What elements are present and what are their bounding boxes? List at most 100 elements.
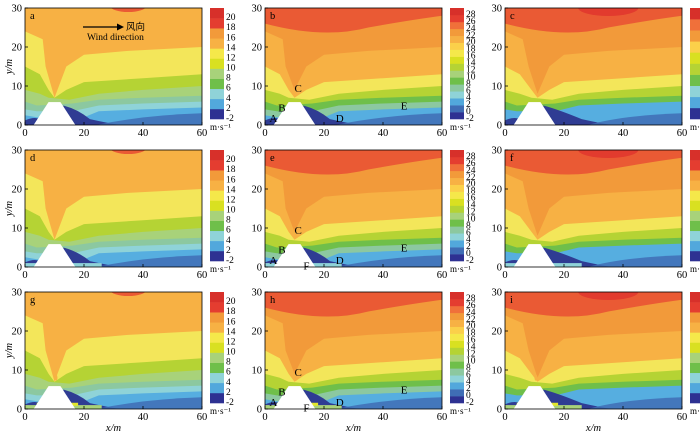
colorbar-tick-label: 0 [466, 391, 471, 401]
colorbar-tick-label: 28 [466, 10, 476, 20]
colorbar-swatch [450, 84, 464, 92]
wake-region [335, 255, 442, 267]
x-tick-label: 40 [138, 412, 149, 423]
colorbar-tick-label: 20 [466, 322, 476, 332]
colorbar-tick-label: 14 [466, 343, 476, 353]
obstacle [273, 386, 316, 409]
x-tick-label: 0 [502, 270, 507, 281]
colorbar-swatch [690, 240, 700, 252]
colorbar-swatch [450, 292, 464, 300]
wake-region [303, 105, 360, 125]
y-tick-label: 10 [492, 224, 503, 235]
y-tick-label: 20 [252, 327, 263, 338]
contour-field [25, 150, 202, 267]
panel-label: b [270, 11, 275, 22]
colorbar-swatch [450, 354, 464, 362]
colorbar-swatch [690, 160, 700, 171]
colorbar-tick-label: 10 [466, 72, 476, 82]
colorbar-swatch [450, 247, 464, 255]
colorbar-tick-label: -2 [226, 398, 234, 408]
panel-a: 0 20 40 600102030y/ma-22468101214161820m·s⁻… [4, 4, 236, 140]
y-tick-label: 20 [492, 327, 503, 338]
contour-field [265, 150, 442, 267]
colorbar-tick-label: -2 [466, 114, 474, 124]
y-tick-label: 0 [497, 121, 502, 132]
colorbar-swatch [450, 156, 464, 165]
panel-label: d [30, 153, 36, 164]
colorbar-swatch [210, 108, 224, 120]
colorbar: -404812162024283236m·s⁻¹ [690, 292, 700, 416]
colorbar-tick-label: 10 [226, 64, 236, 74]
colorbar-swatch [210, 382, 224, 394]
colorbar-tick-label: 8 [226, 358, 231, 368]
colorbar-swatch [450, 240, 464, 248]
colorbar-unit: m·s⁻¹ [210, 406, 231, 416]
y-tick-label: 10 [12, 224, 23, 235]
colorbar-swatch [450, 305, 464, 314]
colorbar-swatch [210, 190, 224, 201]
colorbar-tick-label: 20 [226, 297, 236, 307]
y-tick-label: 30 [12, 288, 23, 299]
x-tick-label: 40 [618, 270, 629, 281]
x-tick-label: 0 [502, 412, 507, 423]
wake-region [63, 105, 120, 125]
wake-region [543, 247, 612, 267]
colorbar-swatch [450, 396, 464, 404]
colorbar-tick-label: 22 [466, 31, 476, 41]
colorbar-unit: m·s⁻¹ [450, 406, 471, 416]
x-tick-label: 60 [677, 412, 688, 423]
panel-g: 0 20 40 600102030y/mx/mg-22468101214161820m… [4, 288, 236, 435]
x-tick-label: 20 [79, 270, 90, 281]
colorbar-swatch [450, 233, 464, 241]
colorbar-tick-label: 22 [466, 315, 476, 325]
colorbar-tick-label: 10 [226, 348, 236, 358]
colorbar-swatch [450, 163, 464, 172]
wake-region [335, 113, 442, 125]
colorbar-tick-label: 4 [466, 235, 471, 245]
colorbar-swatch [450, 98, 464, 106]
region-label-d: D [336, 255, 344, 267]
colorbar-tick-label: 12 [466, 349, 476, 359]
y-tick-label: 0 [17, 121, 22, 132]
colorbar-swatch [690, 322, 700, 333]
colorbar-tick-label: 24 [466, 24, 476, 34]
colorbar-swatch [690, 220, 700, 232]
contour-field [25, 292, 202, 409]
colorbar-tick-label: 26 [466, 17, 476, 27]
colorbar-swatch [450, 382, 464, 390]
colorbar-swatch [450, 77, 464, 85]
x-axis-label: x/m [585, 423, 602, 434]
colorbar-tick-label: 28 [466, 152, 476, 162]
panel-label: h [270, 295, 276, 306]
colorbar-swatch [450, 312, 464, 321]
colorbar-tick-label: 8 [226, 216, 231, 226]
colorbar-tick-label: 20 [466, 38, 476, 48]
colorbar-tick-label: -2 [226, 256, 234, 266]
region-label-e: E [401, 100, 408, 112]
colorbar-swatch [690, 312, 700, 323]
colorbar-swatch [450, 205, 464, 213]
region-label-c: C [295, 225, 302, 237]
obstacle [33, 386, 76, 409]
colorbar-tick-label: 8 [226, 74, 231, 84]
colorbar-swatch [690, 382, 700, 394]
wake-region [587, 255, 682, 267]
colorbar-swatch [210, 38, 224, 49]
x-tick-label: 60 [677, 270, 688, 281]
y-tick-label: 10 [252, 224, 263, 235]
y-tick-label: 0 [497, 405, 502, 416]
colorbar-swatch [690, 150, 700, 161]
plot-frame [504, 149, 683, 268]
x-tick-label: 20 [559, 412, 570, 423]
obstacle [273, 244, 316, 267]
colorbar-tick-label: 16 [226, 175, 236, 185]
obstacle [33, 102, 76, 125]
colorbar-swatch [450, 35, 464, 43]
colorbar-swatch [450, 198, 464, 206]
colorbar-swatch [690, 170, 700, 181]
colorbar-tick-label: 12 [466, 65, 476, 75]
colorbar-swatch [450, 333, 464, 341]
colorbar-swatch [210, 332, 224, 343]
colorbar: -404812162024283236m·s⁻¹ [690, 150, 700, 274]
colorbar-tick-label: 4 [466, 93, 471, 103]
